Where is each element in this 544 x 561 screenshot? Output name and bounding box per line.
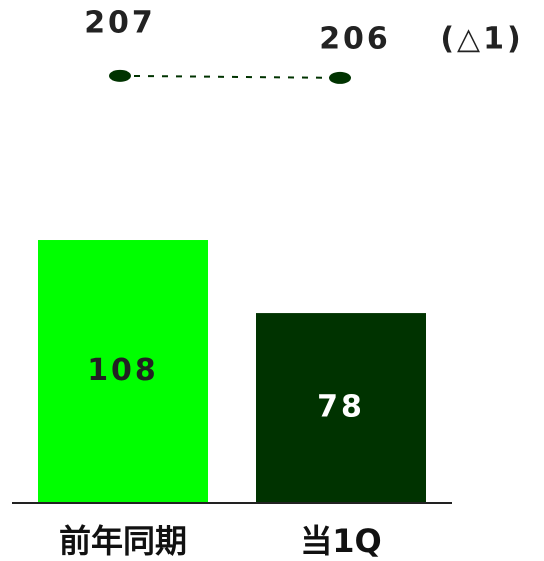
value-label: 78 [317,390,365,425]
point-label: 206 [319,21,391,56]
line [119,74,341,79]
point [329,71,351,84]
x-tick-label: 当1Q [300,522,381,560]
bar [38,240,208,503]
annotation: (△1) [440,22,523,57]
value-label: 108 [87,353,159,388]
point-label: 207 [84,5,156,40]
bar [256,313,426,503]
x-tick-label: 前年同期 [59,522,187,560]
point [109,69,131,82]
